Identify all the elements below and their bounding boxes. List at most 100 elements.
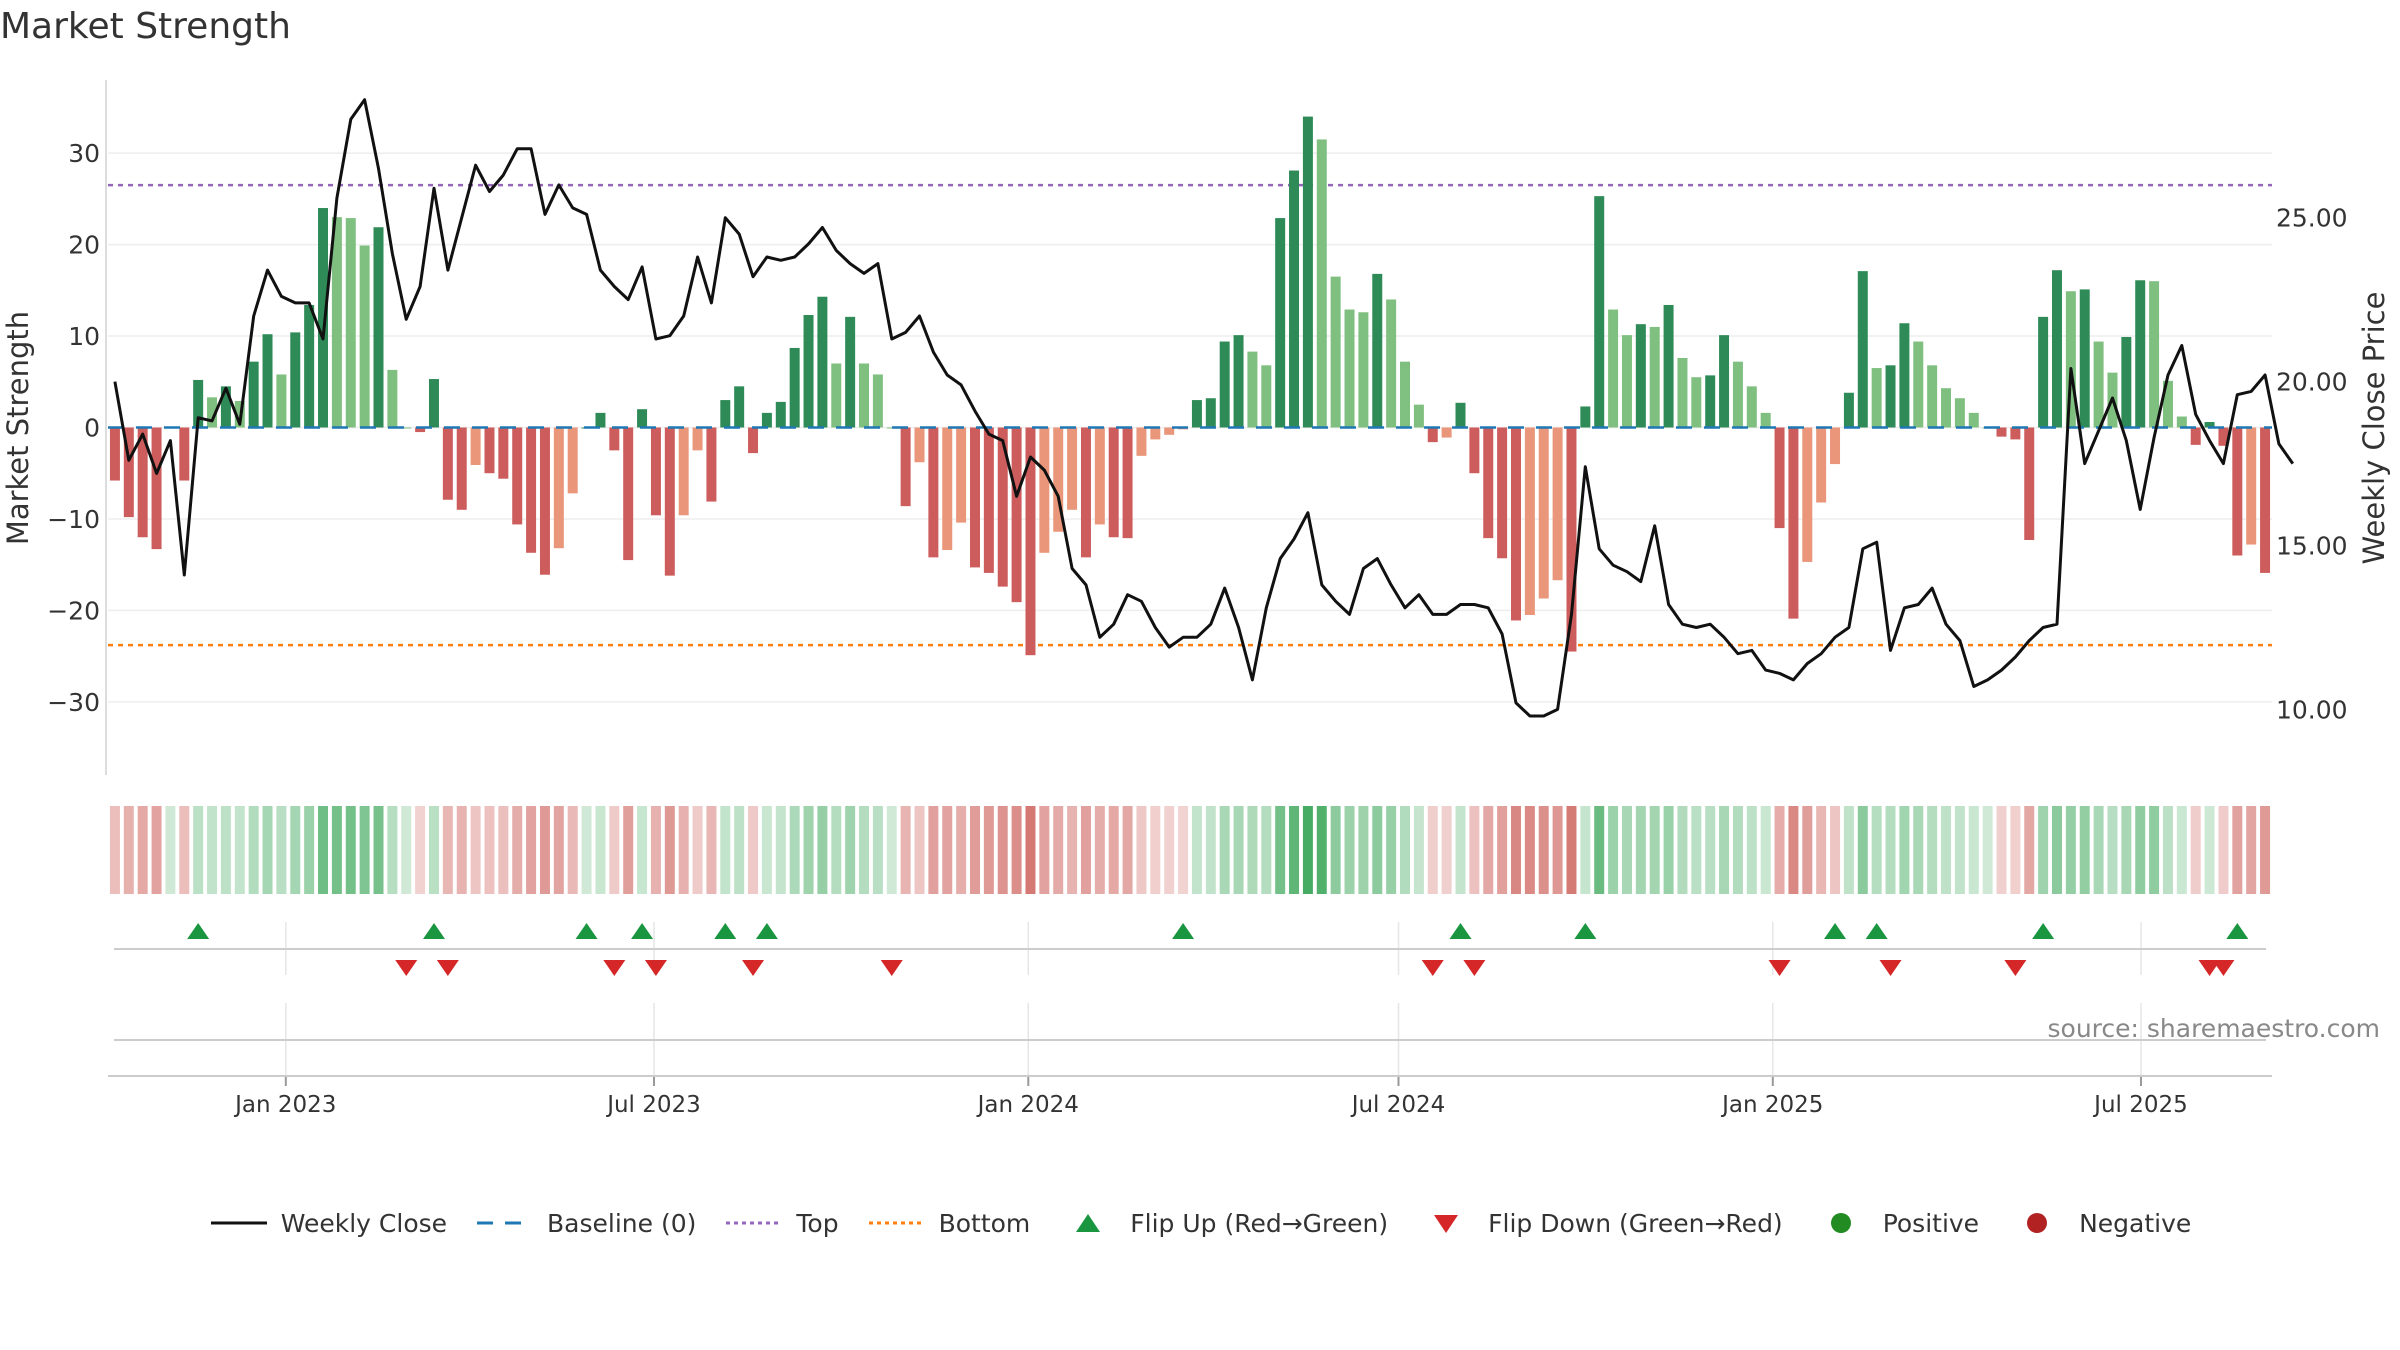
strength-bar [1261,365,1272,428]
strength-bar [1330,276,1341,428]
strength-strip-cell [262,806,273,894]
flip-down-marker [1463,960,1486,976]
strength-bar [1441,427,1452,438]
strength-strip-cell [1732,806,1743,894]
strength-bar [2135,280,2146,428]
strength-bar [1732,361,1743,428]
strength-strip-cell [1760,806,1771,894]
flip-down-marker [1768,960,1791,976]
strength-strip-cell [456,806,467,894]
strength-strip-cell [1219,806,1230,894]
x-tick-label: Jul 2025 [2092,1092,2188,1118]
legend-swatch-flipup [1058,1208,1118,1238]
strength-bar [886,427,897,429]
strength-strip-cell [748,806,759,894]
legend-label: Flip Down (Green→Red) [1488,1208,1783,1238]
strength-strip-cell [1483,806,1494,894]
strength-bar [1788,427,1799,619]
strength-bar [969,427,980,568]
strength-bar [2051,270,2062,428]
strength-strip-cell [2162,806,2173,894]
strength-strip-cell [539,806,550,894]
strength-strip-cell [775,806,786,894]
strength-strip-cell [831,806,842,894]
strength-strip-cell [359,806,370,894]
strength-bar [789,347,800,428]
strength-strip-cell [165,806,176,894]
strength-bar [1469,427,1480,474]
strength-strip-cell [1302,806,1313,894]
x-tick-label: Jul 2023 [605,1092,701,1118]
strength-strip-cell [470,806,481,894]
strength-bar [845,316,856,428]
strength-strip-cell [442,806,453,894]
source-credit: source: sharemaestro.com [2047,1014,2381,1043]
strength-bar [137,427,148,538]
strength-bar [1954,398,1965,428]
strength-bar [109,427,120,481]
strength-strip-cell [1538,806,1549,894]
strength-bar [1566,427,1577,652]
strength-bar [123,427,134,518]
strength-strip-cell [1358,806,1369,894]
strength-strip-cell [969,806,980,894]
strength-strip-cell [1053,806,1064,894]
strength-strip-cell [637,806,648,894]
strength-bar [1885,365,1896,428]
strength-strip-cell [886,806,897,894]
strength-strip-cell [2051,806,2062,894]
strength-bar [2246,427,2257,545]
strength-strip-cell [1691,806,1702,894]
strength-bar [595,412,606,428]
strength-bar [1899,323,1910,428]
strength-bar [664,427,675,576]
strength-bar [1608,309,1619,428]
strength-bar [928,427,939,558]
strength-bar [304,304,315,428]
strength-bar [637,409,648,428]
strength-bar [1108,427,1119,538]
legend-item-neg: Negative [2007,1208,2191,1238]
flip-down-marker [2212,960,2235,976]
strength-bar [331,217,342,428]
strength-strip-cell [1275,806,1286,894]
strength-bar [1275,218,1286,428]
strength-strip-cell [1067,806,1078,894]
legend-item-baseline: Baseline (0) [475,1208,696,1238]
strength-strip-cell [1635,806,1646,894]
strength-strip-cell [956,806,967,894]
strength-bar [1635,324,1646,428]
legend-swatch-baseline [475,1208,535,1238]
strength-strip-cell [2218,806,2229,894]
strength-bar [387,369,398,428]
flip-down-marker [1421,960,1444,976]
strength-bar [2065,291,2076,428]
strength-bar [692,427,703,451]
strength-bar [720,400,731,428]
strength-strip-cell [1427,806,1438,894]
strength-strip-cell [553,806,564,894]
strength-bar [1677,358,1688,428]
strength-bar [220,386,231,428]
strength-bar [456,427,467,510]
strength-bar [678,427,689,516]
y-tick-label-left: −20 [47,596,100,625]
strength-bar [553,427,564,549]
strength-bar [248,361,259,428]
strength-bar [1913,341,1924,428]
strength-bar [1580,406,1591,428]
strength-bar [1594,196,1605,428]
flip-down-marker [1879,960,1902,976]
x-tick-label: Jan 2025 [1720,1092,1823,1118]
legend-swatch-flipdown [1416,1208,1476,1238]
strength-bar [1247,351,1258,428]
flip-up-marker [1172,923,1195,939]
strength-strip-cell [900,806,911,894]
strength-bar [1400,361,1411,428]
strength-strip-cell [914,806,925,894]
strength-bar [1483,427,1494,539]
y-axis-title-right: Weekly Close Price [2357,292,2391,565]
flip-down-marker [644,960,667,976]
strength-strip-cell [1746,806,1757,894]
strength-bar [1968,412,1979,428]
